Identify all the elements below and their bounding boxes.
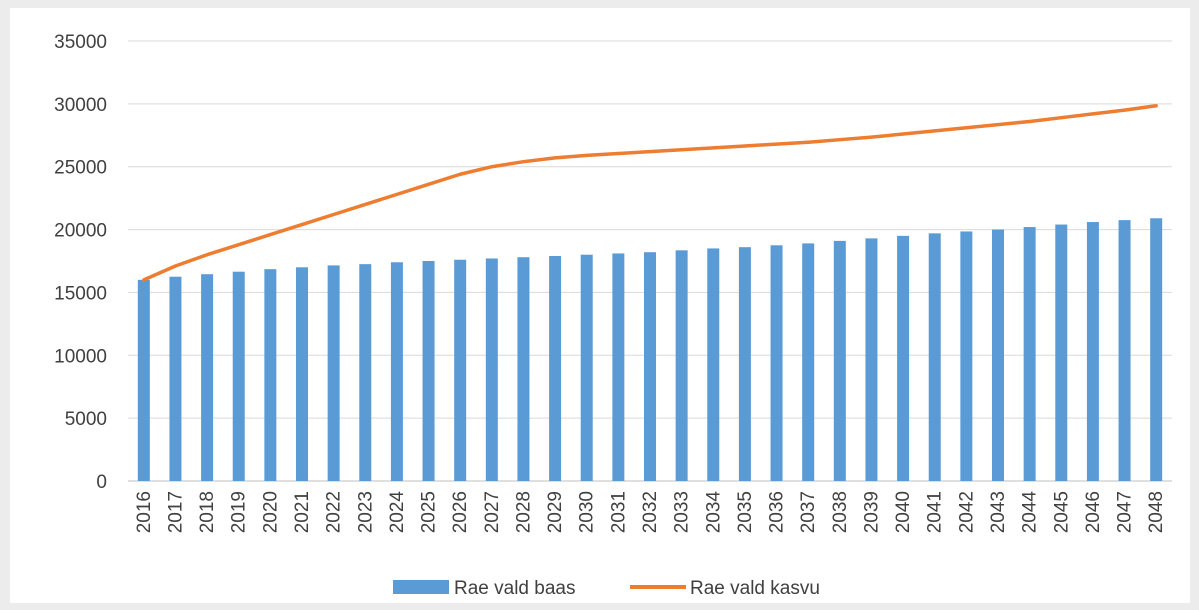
bar xyxy=(1086,222,1099,481)
bar xyxy=(928,233,941,481)
bar xyxy=(802,243,815,481)
bar xyxy=(359,264,372,481)
y-tick-label: 35000 xyxy=(54,32,107,53)
x-tick-label: 2045 xyxy=(1051,491,1072,533)
bar xyxy=(390,262,403,481)
x-tick-label: 2044 xyxy=(1020,491,1041,534)
bar xyxy=(644,252,656,481)
population-chart: 0 5000 10000 15000 20000 25000 30000 35000 2016… xyxy=(54,32,1172,599)
bar xyxy=(485,258,498,481)
bar xyxy=(612,253,625,481)
bar xyxy=(232,271,245,481)
bar xyxy=(675,250,688,481)
bar xyxy=(707,248,720,481)
bar xyxy=(137,279,150,481)
bar xyxy=(1150,218,1163,481)
bar xyxy=(580,254,593,481)
line-path xyxy=(142,103,1158,282)
bar xyxy=(1023,227,1036,481)
bar-series xyxy=(137,218,1163,482)
x-tick-label: 2020 xyxy=(260,491,281,533)
bar xyxy=(992,229,1004,481)
x-tick-label: 2028 xyxy=(513,491,534,533)
x-tick-label: 2038 xyxy=(830,491,851,533)
x-tick-label: 2039 xyxy=(861,491,882,533)
x-tick-label: 2017 xyxy=(165,491,186,533)
x-tick-label: 2030 xyxy=(577,491,598,533)
bar xyxy=(897,235,910,481)
bar xyxy=(833,240,846,481)
bar xyxy=(201,274,214,481)
x-tick-label: 2041 xyxy=(925,491,946,533)
bar xyxy=(738,247,751,481)
x-tick-label: 2016 xyxy=(134,491,155,533)
x-tick-label: 2022 xyxy=(324,491,345,533)
y-tick-label: 15000 xyxy=(54,283,107,304)
legend-label: Rae vald kasvu xyxy=(690,578,820,599)
x-tick-label: 2040 xyxy=(893,491,914,533)
bar xyxy=(865,238,878,481)
y-tick-label: 20000 xyxy=(54,221,107,242)
y-tick-label: 5000 xyxy=(65,409,107,430)
x-tick-label: 2021 xyxy=(292,491,313,533)
x-tick-label: 2026 xyxy=(450,491,471,533)
y-axis-ticks: 0 5000 10000 15000 20000 25000 30000 35000 xyxy=(54,32,107,493)
x-tick-label: 2046 xyxy=(1083,491,1104,533)
chart-frame: 0 5000 10000 15000 20000 25000 30000 35000 2016… xyxy=(10,8,1190,603)
bar xyxy=(454,259,467,481)
bar xyxy=(770,245,783,481)
x-tick-label: 2034 xyxy=(703,491,724,534)
bar xyxy=(327,265,340,481)
x-tick-label: 2032 xyxy=(640,491,661,533)
x-tick-label: 2031 xyxy=(608,491,629,533)
bar xyxy=(549,255,562,481)
x-tick-label: 2035 xyxy=(735,491,756,533)
legend: Rae vald baas Rae vald kasvu xyxy=(393,578,820,599)
y-tick-label: 0 xyxy=(96,472,107,493)
x-tick-label: 2027 xyxy=(482,491,503,533)
y-tick-label: 30000 xyxy=(54,95,107,116)
y-tick-label: 25000 xyxy=(54,158,107,179)
x-tick-label: 2033 xyxy=(672,491,693,533)
bar xyxy=(422,261,435,481)
x-tick-label: 2042 xyxy=(956,491,977,533)
bar xyxy=(296,267,308,481)
x-tick-label: 2047 xyxy=(1115,491,1136,533)
x-tick-label: 2029 xyxy=(545,491,566,533)
bar xyxy=(264,269,277,481)
bar xyxy=(960,231,973,481)
y-tick-label: 10000 xyxy=(54,346,107,367)
x-tick-label: 2025 xyxy=(419,491,440,533)
x-tick-label: 2018 xyxy=(197,491,218,533)
x-tick-label: 2023 xyxy=(355,491,376,533)
x-tick-label: 2036 xyxy=(767,491,788,533)
x-tick-label: 2037 xyxy=(798,491,819,533)
bar xyxy=(1055,224,1068,482)
x-tick-label: 2019 xyxy=(229,491,250,533)
legend-label: Rae vald baas xyxy=(454,578,575,599)
bar xyxy=(517,257,530,481)
bar xyxy=(169,276,182,481)
bar xyxy=(1118,220,1131,481)
x-tick-label: 2043 xyxy=(988,491,1009,533)
line-series xyxy=(142,103,1158,282)
x-tick-label: 2024 xyxy=(387,491,408,534)
x-tick-label: 2048 xyxy=(1146,491,1167,533)
x-axis-ticks: 2016 2017 2018 2019 2020 2021 2022 2023 2024 2025… xyxy=(134,491,1167,534)
legend-swatch-bar xyxy=(393,580,449,594)
